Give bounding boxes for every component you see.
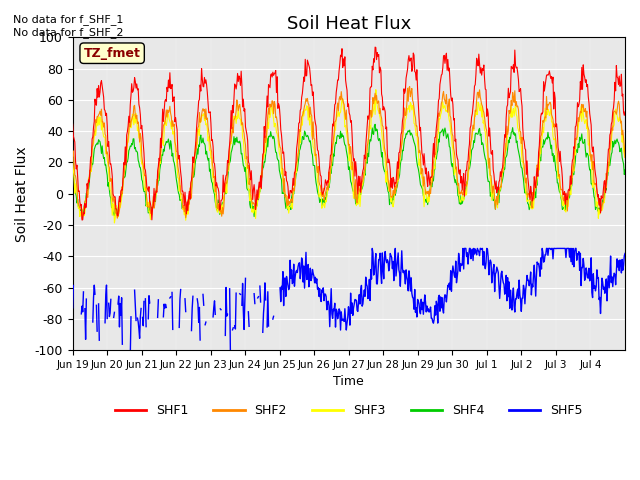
- Title: Soil Heat Flux: Soil Heat Flux: [287, 15, 411, 33]
- Y-axis label: Soil Heat Flux: Soil Heat Flux: [15, 146, 29, 241]
- X-axis label: Time: Time: [333, 375, 364, 388]
- Text: TZ_fmet: TZ_fmet: [84, 47, 141, 60]
- Legend: SHF1, SHF2, SHF3, SHF4, SHF5: SHF1, SHF2, SHF3, SHF4, SHF5: [109, 399, 588, 422]
- Text: No data for f_SHF_1
No data for f_SHF_2: No data for f_SHF_1 No data for f_SHF_2: [13, 14, 124, 38]
